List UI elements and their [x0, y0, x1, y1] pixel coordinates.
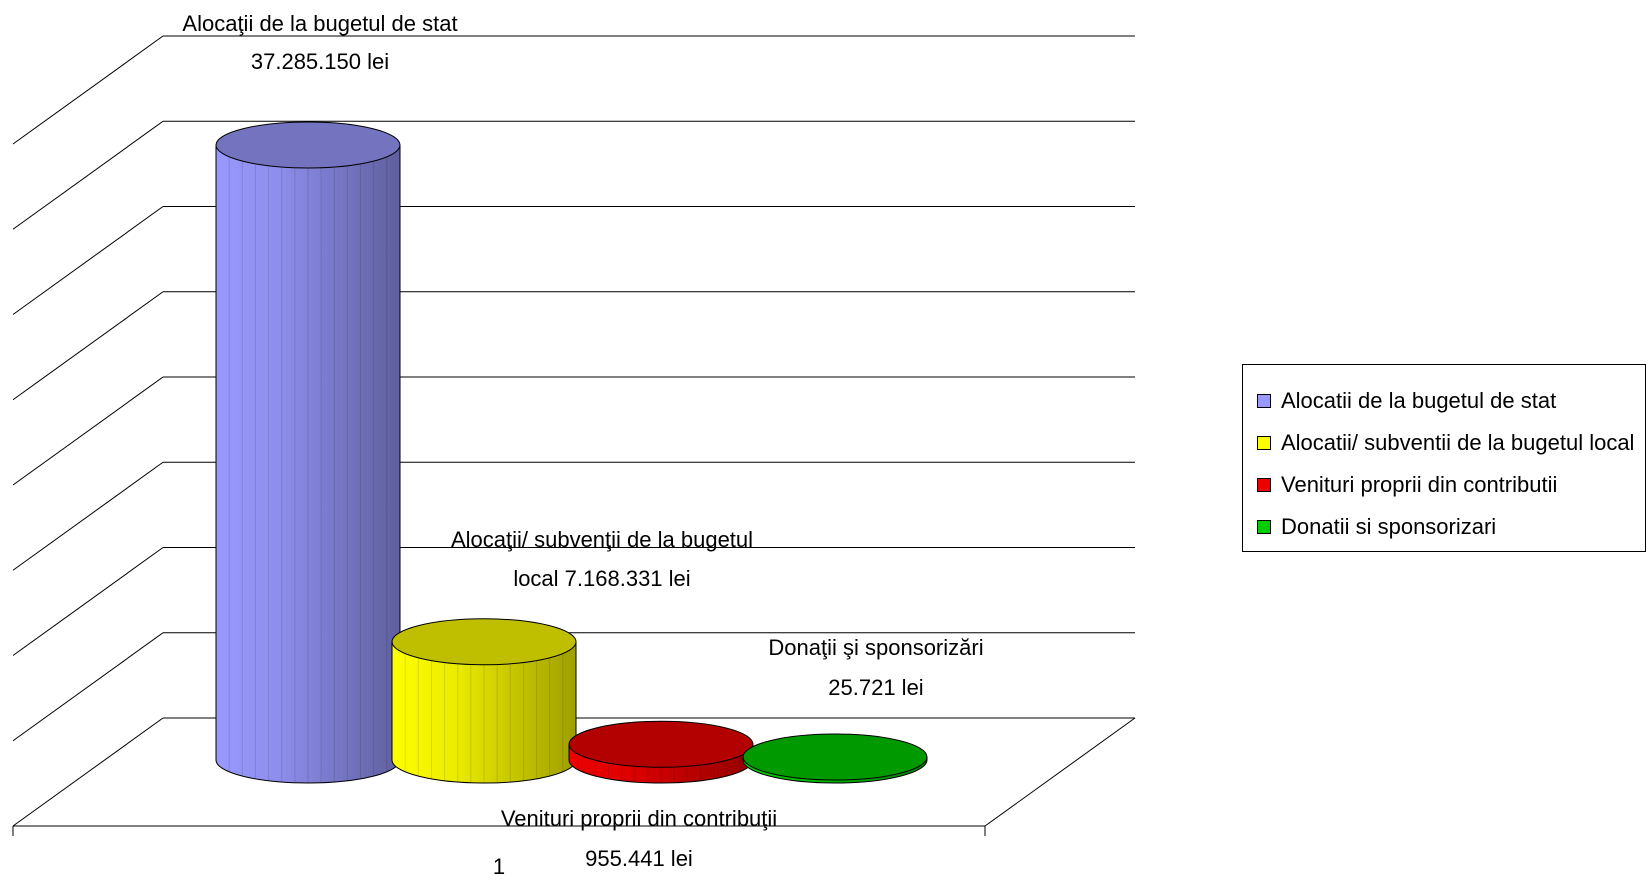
bar-top	[568, 720, 754, 768]
legend-label: Venituri proprii din contributii	[1281, 472, 1558, 497]
data-label: Venituri proprii din contribuţii	[501, 806, 777, 831]
bar-body	[391, 641, 577, 784]
x-axis: 1	[12, 717, 1136, 879]
data-label: local 7.168.331 lei	[513, 566, 690, 591]
legend-label: Alocatii/ subventii de la bugetul local	[1281, 430, 1635, 455]
gridline-side	[12, 206, 164, 315]
gridline-side	[12, 547, 164, 656]
bar	[215, 121, 401, 784]
gridline-side	[12, 35, 164, 145]
bar-top	[391, 618, 577, 666]
bar-body	[215, 144, 401, 784]
floor-edge	[984, 717, 1136, 827]
gridline-side	[12, 291, 164, 401]
data-label: Donaţii şi sponsorizări	[768, 635, 983, 660]
legend-item: Alocatii/ subventii de la bugetul local	[1257, 429, 1634, 457]
bar	[391, 618, 577, 784]
legend-swatch	[1257, 394, 1271, 408]
data-label: 955.441 lei	[585, 846, 693, 871]
bars	[215, 121, 928, 784]
legend-label: Donatii si sponsorizari	[1281, 514, 1497, 539]
legend-item: Alocatii de la bugetul de stat	[1257, 387, 1556, 415]
gridline-side	[12, 632, 164, 742]
bar-top	[215, 121, 401, 169]
data-label: 25.721 lei	[828, 675, 923, 700]
data-label: Alocaţii/ subvenţii de la bugetul	[451, 527, 753, 552]
legend: Alocatii de la bugetul de stat Alocatii/…	[1242, 364, 1646, 552]
data-label: Alocaţii de la bugetul de stat	[182, 11, 457, 36]
data-label: 37.285.150 lei	[251, 49, 389, 74]
data-labels: Alocaţii de la bugetul de stat 37.285.150…	[182, 11, 983, 871]
legend-label: Alocatii de la bugetul de stat	[1281, 388, 1557, 413]
legend-item: Donatii si sponsorizari	[1257, 513, 1496, 541]
legend-swatch	[1257, 478, 1271, 492]
bar	[568, 720, 754, 784]
gridline-side	[12, 461, 164, 571]
gridline-side	[12, 120, 164, 230]
gridline-side	[12, 717, 164, 827]
legend-item: Venituri proprii din contributii	[1257, 471, 1557, 499]
legend-swatch	[1257, 520, 1271, 534]
bar	[742, 733, 928, 784]
bar-top	[742, 733, 928, 781]
legend-swatch	[1257, 436, 1271, 450]
x-tick-label: 1	[493, 854, 505, 879]
gridline-side	[12, 376, 164, 486]
